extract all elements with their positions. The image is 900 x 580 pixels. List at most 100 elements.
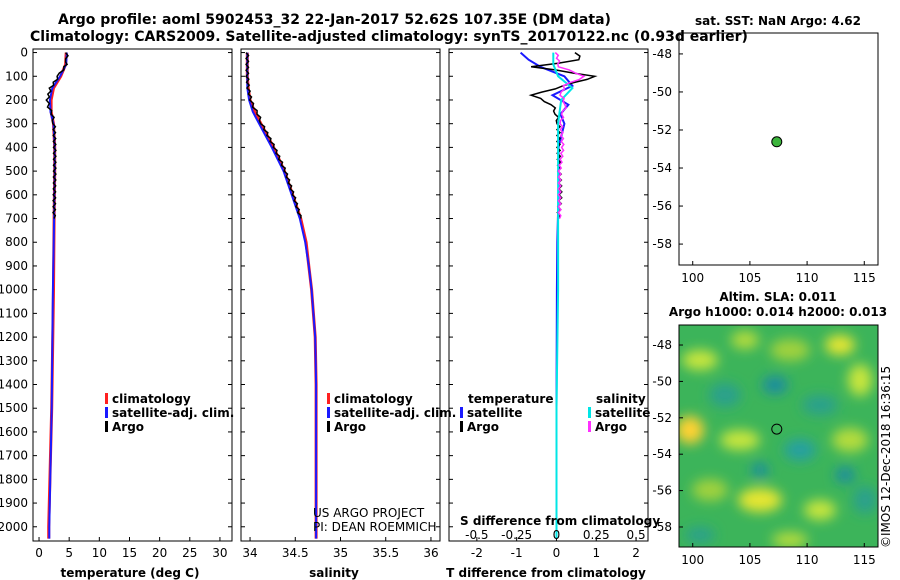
depth-tick-label: 800: [5, 235, 28, 249]
sst-lat-axis: -48 -50 -52 -54 -56 -58: [652, 47, 672, 251]
lon-tick-label: 110: [796, 553, 819, 567]
profile-line-satellite-adj-clim-: [48, 52, 68, 539]
depth-tick-label: 1300: [0, 354, 28, 368]
imos-stamp: ©IMOS 12-Dec-2018 16:36:15: [879, 366, 893, 548]
header-line-1: Argo profile: aoml 5902453_32 22-Jan-201…: [58, 12, 611, 28]
temperature-panel: [32, 48, 233, 542]
lat-tick-label: -48: [652, 338, 672, 352]
x-tick-label: 20: [152, 546, 167, 560]
depth-tick-label: 900: [5, 259, 28, 273]
t-difference-xlabel: T difference from climatology: [446, 566, 646, 580]
credit-pi: PI: DEAN ROEMMICH: [313, 520, 436, 534]
difference-legend: temperature satellite Argo salinity sate…: [460, 392, 650, 434]
depth-axis: 0 100 200 300 400 500 600 700 800 900 1000 1100 1200…: [0, 46, 28, 534]
s-difference-label: S difference from climatology: [460, 514, 660, 528]
sla-lat-axis: -48 -50 -52 -54 -56 -58: [652, 338, 672, 534]
salinity-panel: [240, 48, 441, 542]
lat-tick-label: -58: [652, 520, 672, 534]
profile-line-temperature-argo: [528, 51, 598, 219]
salinity-legend: climatology satellite-adj. clim. Argo: [327, 392, 456, 434]
x-tick-label: 30: [212, 546, 227, 560]
sla-map-title-2: Argo h1000: 0.014 h2000: 0.013: [669, 305, 887, 319]
profile-line-argo: [245, 52, 302, 219]
legend-climatology: climatology: [112, 392, 191, 406]
lat-tick-label: -54: [652, 161, 672, 175]
temperature-xlabel: temperature (deg C): [61, 566, 200, 580]
salinity-xlabel: salinity: [309, 566, 359, 580]
depth-tick-label: 300: [5, 117, 28, 131]
x-tick-label: 34: [242, 546, 257, 560]
lon-tick-label: 105: [738, 271, 761, 285]
temperature-axis: 0 5 10 15 20 25 30: [35, 546, 227, 560]
sst-map-title: sat. SST: NaN Argo: 4.62: [695, 14, 861, 28]
x-tick-label: 36: [423, 546, 438, 560]
s-diff-tick-label: -0.5: [465, 528, 488, 542]
depth-tick-label: 200: [5, 93, 28, 107]
lon-tick-label: 105: [738, 553, 761, 567]
x-tick-label: 25: [182, 546, 197, 560]
depth-tick-label: 2000: [0, 520, 28, 534]
profile-line-salinity-argo: [554, 52, 586, 219]
depth-tick-label: 700: [5, 212, 28, 226]
x-tick-label: 35.5: [372, 546, 399, 560]
legend-s-satellite: satellite: [595, 406, 650, 420]
s-difference-axis: -0.5 -0.25 0 0.25 0.5: [465, 528, 645, 542]
s-diff-tick-label: 0.25: [583, 528, 610, 542]
lon-tick-label: 100: [681, 553, 704, 567]
profile-line-salinity-satellite: [552, 52, 574, 539]
legend-climatology: climatology: [334, 392, 413, 406]
temperature-legend: climatology satellite-adj. clim. Argo: [105, 392, 234, 434]
legend-satellite-adj: satellite-adj. clim.: [334, 406, 456, 420]
lat-tick-label: -56: [652, 484, 672, 498]
profile-curves: [45, 51, 598, 539]
t-difference-axis: -2 -1 0 1 2: [471, 546, 640, 560]
depth-tick-label: 1600: [0, 425, 28, 439]
lat-tick-label: -48: [652, 47, 672, 61]
x-tick-label: 5: [65, 546, 73, 560]
sla-float-marker: [771, 423, 783, 435]
x-tick-label: 35: [333, 546, 348, 560]
sst-map-panel: [678, 32, 879, 266]
legend-argo: Argo: [334, 420, 366, 434]
x-tick-label: 15: [122, 546, 137, 560]
depth-tick-label: 100: [5, 69, 28, 83]
lat-tick-label: -54: [652, 447, 672, 461]
profile-line-climatology: [245, 52, 318, 539]
x-tick-label: 0: [35, 546, 43, 560]
lon-tick-label: 100: [681, 271, 704, 285]
sla-field: [679, 325, 878, 547]
lat-tick-label: -52: [652, 123, 672, 137]
difference-panel: [448, 48, 649, 542]
sst-float-marker: [771, 136, 783, 148]
depth-tick-label: 1200: [0, 330, 28, 344]
sla-map-title-1: Altim. SLA: 0.011: [719, 290, 836, 304]
x-tick-label: 1: [592, 546, 600, 560]
x-tick-label: -1: [511, 546, 523, 560]
legend-t-argo: Argo: [467, 420, 499, 434]
depth-tick-label: 500: [5, 164, 28, 178]
credit-project: US ARGO PROJECT: [313, 506, 425, 520]
depth-tick-label: 400: [5, 140, 28, 154]
profile-line-argo: [45, 52, 69, 219]
sst-lon-axis: 100 105 110 115: [681, 271, 875, 285]
x-tick-label: 10: [92, 546, 107, 560]
legend-argo: Argo: [112, 420, 144, 434]
s-diff-tick-label: -0.25: [501, 528, 532, 542]
legend-temperature-title: temperature: [468, 392, 553, 406]
legend-s-argo: Argo: [595, 420, 627, 434]
depth-tick-label: 1700: [0, 449, 28, 463]
lat-tick-label: -58: [652, 237, 672, 251]
lon-tick-label: 110: [796, 271, 819, 285]
profile-line-temperature-satellite: [519, 51, 575, 539]
legend-salinity-title: salinity: [596, 392, 646, 406]
salinity-axis: 34 34.5 35 35.5 36: [242, 546, 438, 560]
legend-satellite-adj: satellite-adj. clim.: [112, 406, 234, 420]
profile-line-satellite-adj-clim-: [246, 52, 318, 539]
depth-tick-label: 0: [20, 46, 28, 60]
s-diff-tick-label: 0.5: [627, 528, 646, 542]
x-tick-label: 0: [553, 546, 561, 560]
legend-t-satellite: satellite: [467, 406, 522, 420]
depth-tick-label: 1000: [0, 283, 28, 297]
depth-tick-label: 1800: [0, 472, 28, 486]
